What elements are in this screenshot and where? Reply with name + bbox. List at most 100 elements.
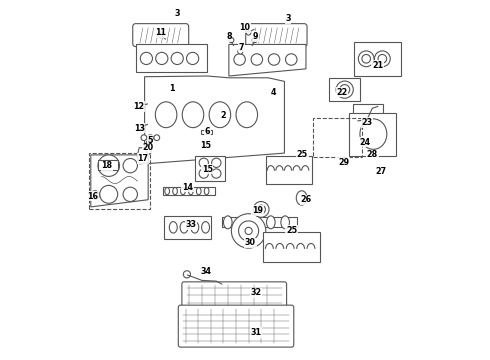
Ellipse shape: [296, 191, 307, 205]
Circle shape: [98, 155, 120, 176]
Ellipse shape: [180, 222, 188, 233]
Text: 16: 16: [87, 192, 98, 201]
Polygon shape: [91, 155, 148, 207]
FancyBboxPatch shape: [178, 305, 294, 347]
Ellipse shape: [201, 222, 210, 233]
Ellipse shape: [173, 188, 177, 195]
Ellipse shape: [182, 102, 204, 128]
Text: 1: 1: [169, 84, 174, 93]
Text: 19: 19: [252, 206, 263, 215]
Bar: [353, 104, 383, 125]
Text: 34: 34: [200, 267, 211, 276]
Circle shape: [378, 54, 387, 63]
Circle shape: [123, 187, 137, 202]
Circle shape: [231, 214, 266, 248]
Ellipse shape: [189, 188, 193, 195]
Bar: [221, 217, 297, 227]
Circle shape: [123, 158, 137, 173]
Circle shape: [229, 38, 234, 42]
Bar: [163, 187, 215, 195]
Bar: [98, 160, 118, 170]
Ellipse shape: [236, 102, 258, 128]
Text: 24: 24: [360, 138, 371, 147]
Text: 26: 26: [300, 195, 312, 204]
Bar: [201, 130, 212, 134]
FancyBboxPatch shape: [245, 24, 307, 46]
Circle shape: [91, 191, 99, 199]
Circle shape: [137, 103, 143, 109]
Circle shape: [212, 158, 221, 167]
Bar: [89, 153, 150, 209]
Circle shape: [253, 202, 269, 217]
Bar: [349, 113, 395, 156]
Circle shape: [234, 54, 245, 65]
Text: 11: 11: [155, 28, 166, 37]
Bar: [313, 118, 362, 157]
Text: 25: 25: [297, 150, 308, 159]
Text: 9: 9: [253, 32, 259, 41]
Circle shape: [158, 32, 164, 38]
Text: 30: 30: [245, 238, 256, 247]
Polygon shape: [137, 148, 148, 164]
Ellipse shape: [281, 216, 290, 229]
Ellipse shape: [181, 188, 185, 195]
Bar: [329, 78, 360, 101]
Circle shape: [141, 135, 147, 140]
Text: 15: 15: [202, 165, 213, 174]
Text: 3: 3: [285, 14, 291, 23]
Polygon shape: [136, 44, 207, 72]
Circle shape: [358, 51, 374, 67]
Text: 31: 31: [250, 328, 261, 337]
Circle shape: [171, 52, 183, 64]
Bar: [164, 216, 211, 239]
Text: 20: 20: [143, 143, 154, 152]
Circle shape: [269, 54, 280, 65]
Text: 17: 17: [137, 154, 148, 163]
Bar: [263, 232, 320, 262]
Ellipse shape: [146, 140, 152, 154]
Text: 7: 7: [239, 43, 244, 52]
Circle shape: [336, 81, 353, 98]
Ellipse shape: [223, 216, 232, 229]
Circle shape: [246, 31, 251, 35]
Circle shape: [239, 221, 259, 241]
Text: 4: 4: [271, 87, 276, 96]
Circle shape: [156, 52, 168, 64]
FancyBboxPatch shape: [182, 282, 287, 309]
Text: 27: 27: [376, 167, 387, 176]
Circle shape: [353, 132, 366, 145]
Circle shape: [199, 169, 208, 178]
Circle shape: [212, 169, 221, 178]
Text: 28: 28: [367, 150, 378, 159]
Bar: [195, 156, 225, 181]
Ellipse shape: [191, 222, 199, 233]
Ellipse shape: [252, 216, 261, 229]
Ellipse shape: [165, 188, 170, 195]
Text: 3: 3: [174, 9, 180, 18]
Text: 29: 29: [338, 158, 349, 167]
Ellipse shape: [204, 188, 209, 195]
Text: 6: 6: [205, 127, 210, 136]
Circle shape: [199, 158, 208, 167]
Ellipse shape: [170, 222, 177, 233]
Text: 13: 13: [134, 123, 145, 132]
Text: 32: 32: [250, 288, 261, 297]
Text: 10: 10: [240, 23, 250, 32]
Circle shape: [251, 54, 263, 65]
Circle shape: [147, 135, 153, 140]
Text: 23: 23: [361, 118, 372, 127]
Text: 8: 8: [226, 32, 232, 41]
Circle shape: [340, 85, 350, 95]
Ellipse shape: [267, 216, 275, 229]
Text: 12: 12: [134, 102, 145, 111]
Text: 21: 21: [372, 61, 383, 70]
Text: 2: 2: [220, 111, 226, 120]
Text: 25: 25: [286, 226, 297, 235]
Circle shape: [183, 271, 191, 278]
Text: 18: 18: [101, 161, 113, 170]
Ellipse shape: [209, 102, 231, 128]
Circle shape: [238, 49, 243, 54]
FancyBboxPatch shape: [133, 24, 189, 46]
Ellipse shape: [238, 216, 246, 229]
Circle shape: [137, 125, 143, 130]
